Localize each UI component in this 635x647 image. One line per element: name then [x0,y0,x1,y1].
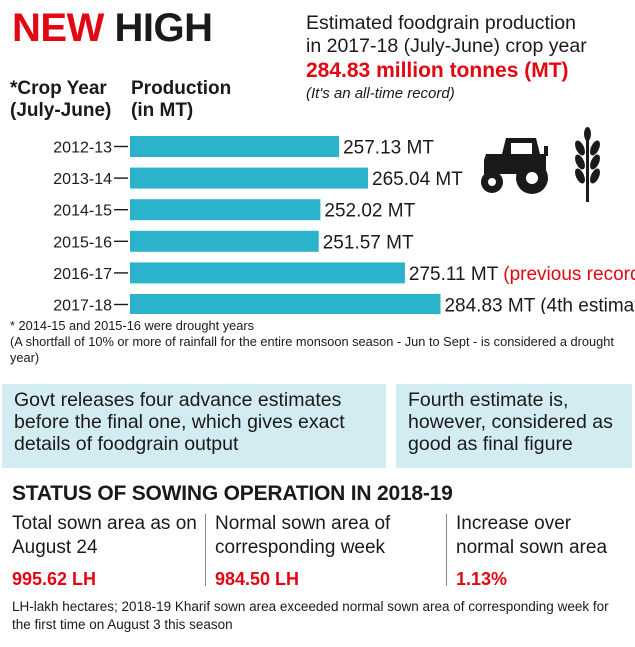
fourth-estimate-text: Fourth estimate is, however, considered … [408,389,613,455]
advance-estimates-box: Govt releases four advance estimates bef… [2,384,386,468]
fourth-estimate-box: Fourth estimate is, however, considered … [396,384,632,468]
tractor-icon [481,138,548,194]
column-divider [446,514,447,586]
crop-year-column-header: *Crop Year (July-June) [10,78,111,122]
title-word-new: NEW [12,6,104,50]
bar [130,294,441,314]
wheat-icon [575,127,600,202]
value-label: 275.11 MT (previous record) [409,264,635,285]
intro-note: (It's an all-time record) [306,85,455,102]
sowing-stat-label: Normal sown area of corresponding week [215,513,391,558]
bar [130,199,321,221]
footnote-line-1: * 2014-15 and 2015-16 were drought years [10,318,255,333]
sowing-stat-increase: Increase over normal sown area 1.13% [456,512,634,590]
footnote-line-2: (A shortfall of 10% or more of rainfall … [10,334,614,365]
value-label: 265.04 MT [372,169,463,190]
sowing-status-heading: STATUS OF SOWING OPERATION IN 2018-19 [12,482,453,505]
crop-year-header-line-2: (July-June) [10,100,112,121]
sowing-stat-value: 1.13% [456,569,508,589]
bar [130,136,340,157]
value-label: 284.83 MT (4th estimate) [444,296,635,315]
production-header-line-2: (in MT) [131,100,194,121]
value-label: 252.02 MT [324,201,415,222]
category-label: 2015-16 [53,234,112,251]
category-label: 2014-15 [53,203,112,220]
bar [130,167,369,189]
sowing-stat-value: 995.62 LH [12,569,97,589]
annotation-label: (previous record) [498,264,635,285]
sowing-stat-label: Increase over normal sown area [456,513,608,558]
intro-line-1: Estimated foodgrain production [306,12,576,34]
intro-highlight: 284.83 million tonnes (MT) [306,59,569,82]
intro-line-2: in 2017-18 (July-June) crop year [306,35,587,57]
production-column-header: Production (in MT) [131,78,231,122]
crop-year-header-line-1: *Crop Year [10,78,107,99]
category-label: 2017-18 [53,298,112,315]
title-word-high: HIGH [114,6,213,50]
production-header-line-1: Production [131,78,232,99]
bars-layer: 2012-13 257.13 MT 2013-14 265.04 MT 2014-15 2… [53,136,635,314]
value-label: 257.13 MT [343,138,434,159]
value-label: 251.57 MT [323,232,414,253]
category-label: 2013-14 [53,171,112,188]
sowing-stat-label: Total sown area as on August 24 [12,513,197,558]
category-label: 2012-13 [53,140,112,157]
advance-estimates-text: Govt releases four advance estimates bef… [14,389,345,455]
bottom-note: LH-lakh hectares; 2018-19 Kharif sown ar… [12,599,609,632]
drought-footnote: * 2014-15 and 2015-16 were drought years… [10,318,625,366]
page-title: NEW HIGH [12,6,213,51]
bar [130,262,405,284]
intro-block: Estimated foodgrain production in 2017-1… [306,12,630,104]
sowing-stat-normal: Normal sown area of corresponding week 9… [215,512,435,590]
sowing-stat-value: 984.50 LH [215,569,300,589]
sowing-stat-total: Total sown area as on August 24 995.62 L… [12,512,197,590]
column-divider [205,514,206,586]
bar [130,230,319,252]
production-bar-chart: 2012-13 257.13 MT 2013-14 265.04 MT 2014-15 2… [53,127,635,314]
category-label: 2016-17 [53,266,112,283]
